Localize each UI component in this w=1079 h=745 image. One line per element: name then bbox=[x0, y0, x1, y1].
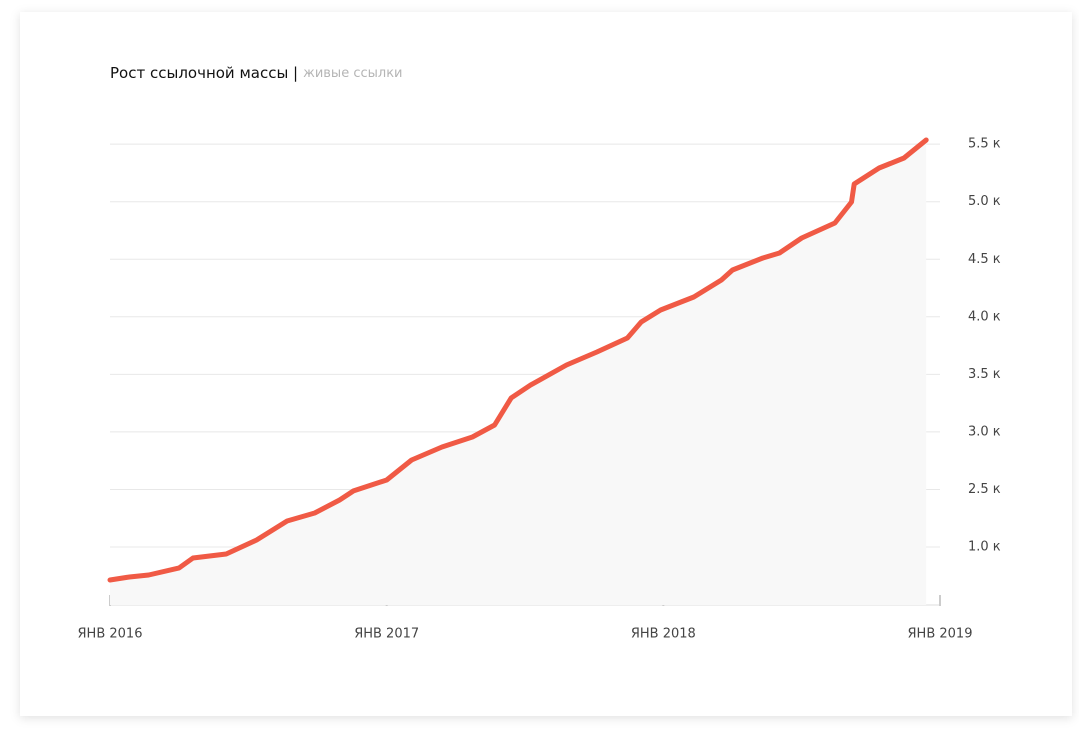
area bbox=[110, 140, 927, 605]
y-tick-label: 5.5 к bbox=[968, 137, 1001, 152]
y-tick-label: 2.5 к bbox=[968, 482, 1001, 497]
x-tick-label: ЯНВ 2016 bbox=[78, 627, 143, 642]
chart-title: Рост ссылочной массы | живые ссылки bbox=[110, 64, 403, 82]
y-tick-label: 3.5 к bbox=[968, 367, 1001, 382]
x-tick-label: ЯНВ 2019 bbox=[908, 627, 973, 642]
x-tick-label: ЯНВ 2017 bbox=[354, 627, 419, 642]
y-tick-label: 4.5 к bbox=[968, 252, 1001, 267]
x-tick-label: ЯНВ 2018 bbox=[631, 627, 696, 642]
subtitle: живые ссылки bbox=[303, 66, 402, 81]
title: Рост ссылочной массы | bbox=[110, 64, 298, 82]
y-tick-label: 4.0 к bbox=[968, 309, 1001, 324]
y-tick-label: 1.0 к bbox=[968, 540, 1001, 555]
y-tick-label: 3.0 к bbox=[968, 424, 1001, 439]
y-tick-label: 5.0 к bbox=[968, 194, 1001, 209]
line bbox=[107, 137, 929, 583]
